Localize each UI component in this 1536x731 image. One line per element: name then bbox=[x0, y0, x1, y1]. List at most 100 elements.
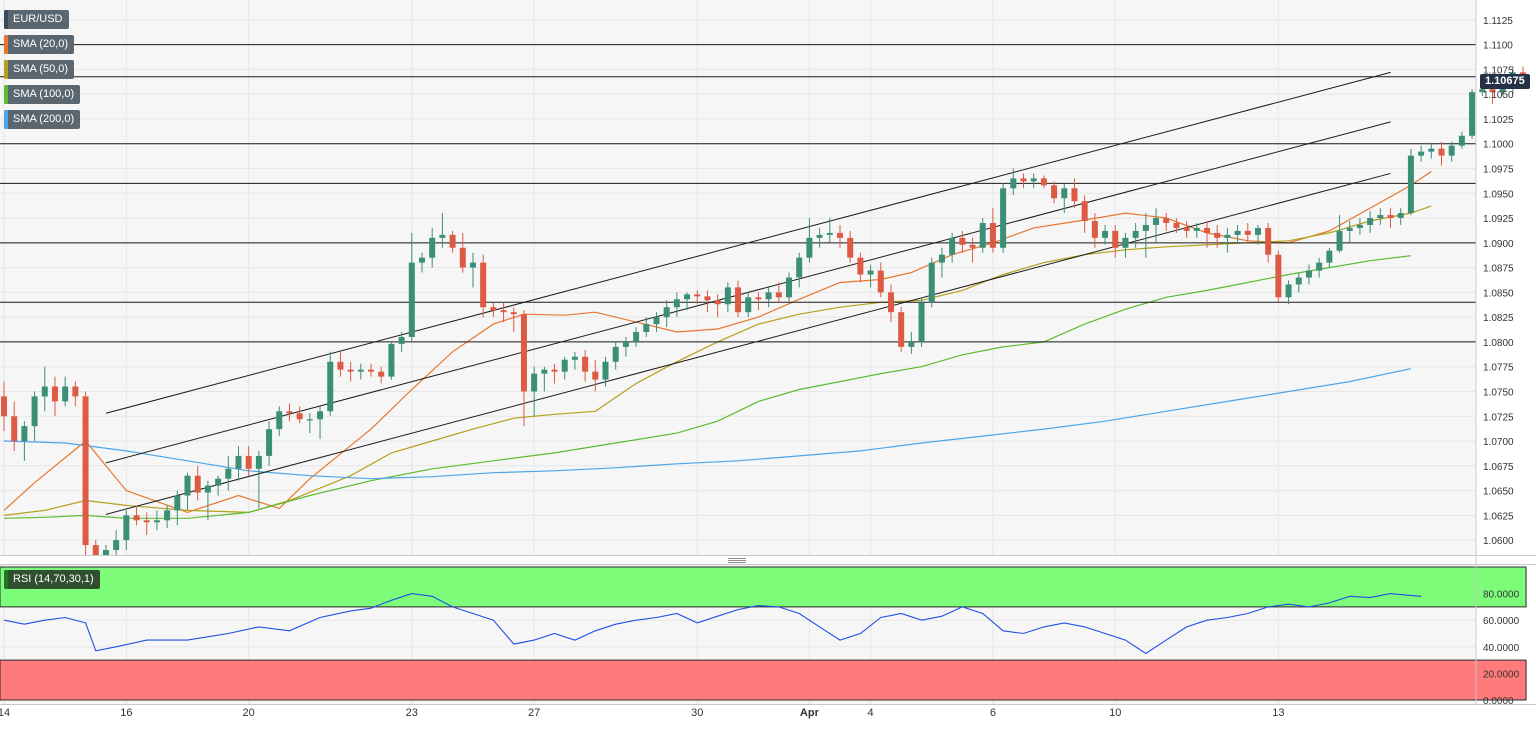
candle-body bbox=[745, 297, 751, 312]
candle bbox=[83, 391, 89, 555]
candle-body bbox=[246, 456, 252, 469]
candle-body bbox=[806, 238, 812, 258]
candle-body bbox=[1408, 156, 1414, 213]
candle-body bbox=[949, 238, 955, 255]
sma50-legend[interactable]: SMA (50,0) bbox=[4, 60, 74, 79]
time-tick-label: 6 bbox=[990, 707, 996, 719]
candle-body bbox=[562, 360, 568, 372]
candle-body bbox=[1316, 263, 1322, 271]
candle-body bbox=[633, 332, 639, 342]
time-tick-label: 16 bbox=[120, 707, 132, 719]
sma100-legend[interactable]: SMA (100,0) bbox=[4, 85, 80, 104]
price-tick-label: 1.0700 bbox=[1483, 437, 1514, 448]
candle-body bbox=[1184, 228, 1190, 231]
price-tick-label: 1.0825 bbox=[1483, 313, 1514, 324]
candle-body bbox=[1102, 231, 1108, 238]
candle-body bbox=[715, 300, 721, 304]
symbol-legend[interactable]: EUR/USD bbox=[4, 10, 69, 29]
price-tick-label: 1.0675 bbox=[1483, 462, 1514, 473]
candle-body bbox=[460, 248, 466, 268]
price-tick-label: 1.1000 bbox=[1483, 140, 1514, 151]
candle-body bbox=[215, 479, 221, 486]
sma200-swatch bbox=[4, 110, 8, 129]
price-tick-label: 1.1100 bbox=[1483, 41, 1513, 52]
candle-body bbox=[1255, 228, 1261, 235]
rsi-tick-label: 20.0000 bbox=[1483, 669, 1520, 680]
candle-body bbox=[1010, 178, 1016, 188]
candle-body bbox=[990, 223, 996, 248]
time-tick-label: Apr bbox=[800, 707, 820, 719]
candle-body bbox=[1061, 188, 1067, 198]
candle-body bbox=[1296, 278, 1302, 285]
candle-body bbox=[1428, 149, 1434, 152]
candle-body bbox=[327, 362, 333, 412]
pane-resize-handle[interactable] bbox=[728, 558, 746, 563]
price-tick-label: 1.0875 bbox=[1483, 264, 1514, 275]
sma100-label: SMA (100,0) bbox=[13, 88, 74, 100]
candle-body bbox=[1347, 228, 1353, 231]
candle-body bbox=[1031, 178, 1037, 181]
candle-body bbox=[235, 456, 241, 469]
candle-body bbox=[419, 258, 425, 263]
candle-body bbox=[144, 520, 150, 522]
candle-body bbox=[908, 342, 914, 347]
candle-body bbox=[776, 292, 782, 297]
candle-body bbox=[1377, 215, 1383, 218]
candle-body bbox=[511, 312, 517, 314]
candle-body bbox=[1418, 152, 1424, 156]
candle-body bbox=[827, 233, 833, 235]
candle-body bbox=[103, 550, 109, 555]
candle-body bbox=[1163, 218, 1169, 223]
candle-body bbox=[297, 413, 303, 419]
rsi-swatch bbox=[4, 570, 8, 589]
candle-body bbox=[1326, 251, 1332, 263]
candle-body bbox=[134, 515, 140, 520]
candle-body bbox=[11, 416, 17, 441]
candle-body bbox=[1367, 218, 1373, 225]
candle-body bbox=[653, 317, 659, 324]
main-plot-background bbox=[0, 0, 1476, 555]
candle-body bbox=[1071, 188, 1077, 201]
candle-body bbox=[399, 337, 405, 344]
candle-body bbox=[980, 223, 986, 248]
candle-body bbox=[847, 238, 853, 258]
last-price-tag: 1.10675 bbox=[1480, 74, 1530, 89]
price-tick-label: 1.1125 bbox=[1483, 16, 1513, 27]
candle-body bbox=[378, 372, 384, 377]
candle-body bbox=[552, 370, 558, 372]
candle-body bbox=[1469, 92, 1475, 136]
price-tick-label: 1.0775 bbox=[1483, 363, 1514, 374]
candle-body bbox=[154, 520, 160, 522]
candle-body bbox=[1286, 284, 1292, 297]
candle-body bbox=[337, 362, 343, 370]
candle-body bbox=[1398, 213, 1404, 218]
candle bbox=[898, 307, 904, 352]
sma200-legend[interactable]: SMA (200,0) bbox=[4, 110, 80, 129]
candle-body bbox=[939, 255, 945, 263]
candle-body bbox=[704, 296, 710, 300]
time-tick-label: 13 bbox=[1272, 707, 1284, 719]
candle-body bbox=[766, 292, 772, 299]
sma20-legend[interactable]: SMA (20,0) bbox=[4, 35, 74, 54]
candle-body bbox=[480, 263, 486, 308]
candle-body bbox=[195, 476, 201, 493]
rsi-legend[interactable]: RSI (14,70,30,1) bbox=[4, 570, 100, 589]
candle-body bbox=[256, 456, 262, 469]
candle-body bbox=[429, 238, 435, 258]
candle-body bbox=[348, 370, 354, 372]
symbol-swatch bbox=[4, 10, 8, 29]
sma20-swatch bbox=[4, 35, 8, 54]
candle-body bbox=[623, 342, 629, 347]
candle bbox=[1275, 251, 1281, 303]
candle-body bbox=[664, 307, 670, 317]
rsi-tick-label: 0.0000 bbox=[1483, 696, 1514, 707]
sma100-swatch bbox=[4, 85, 8, 104]
candle-body bbox=[735, 287, 741, 312]
candle-body bbox=[857, 258, 863, 275]
candle-body bbox=[225, 469, 231, 479]
candle-body bbox=[1275, 255, 1281, 298]
candle-body bbox=[582, 357, 588, 372]
candle-body bbox=[1, 396, 7, 416]
candle-body bbox=[755, 297, 761, 299]
